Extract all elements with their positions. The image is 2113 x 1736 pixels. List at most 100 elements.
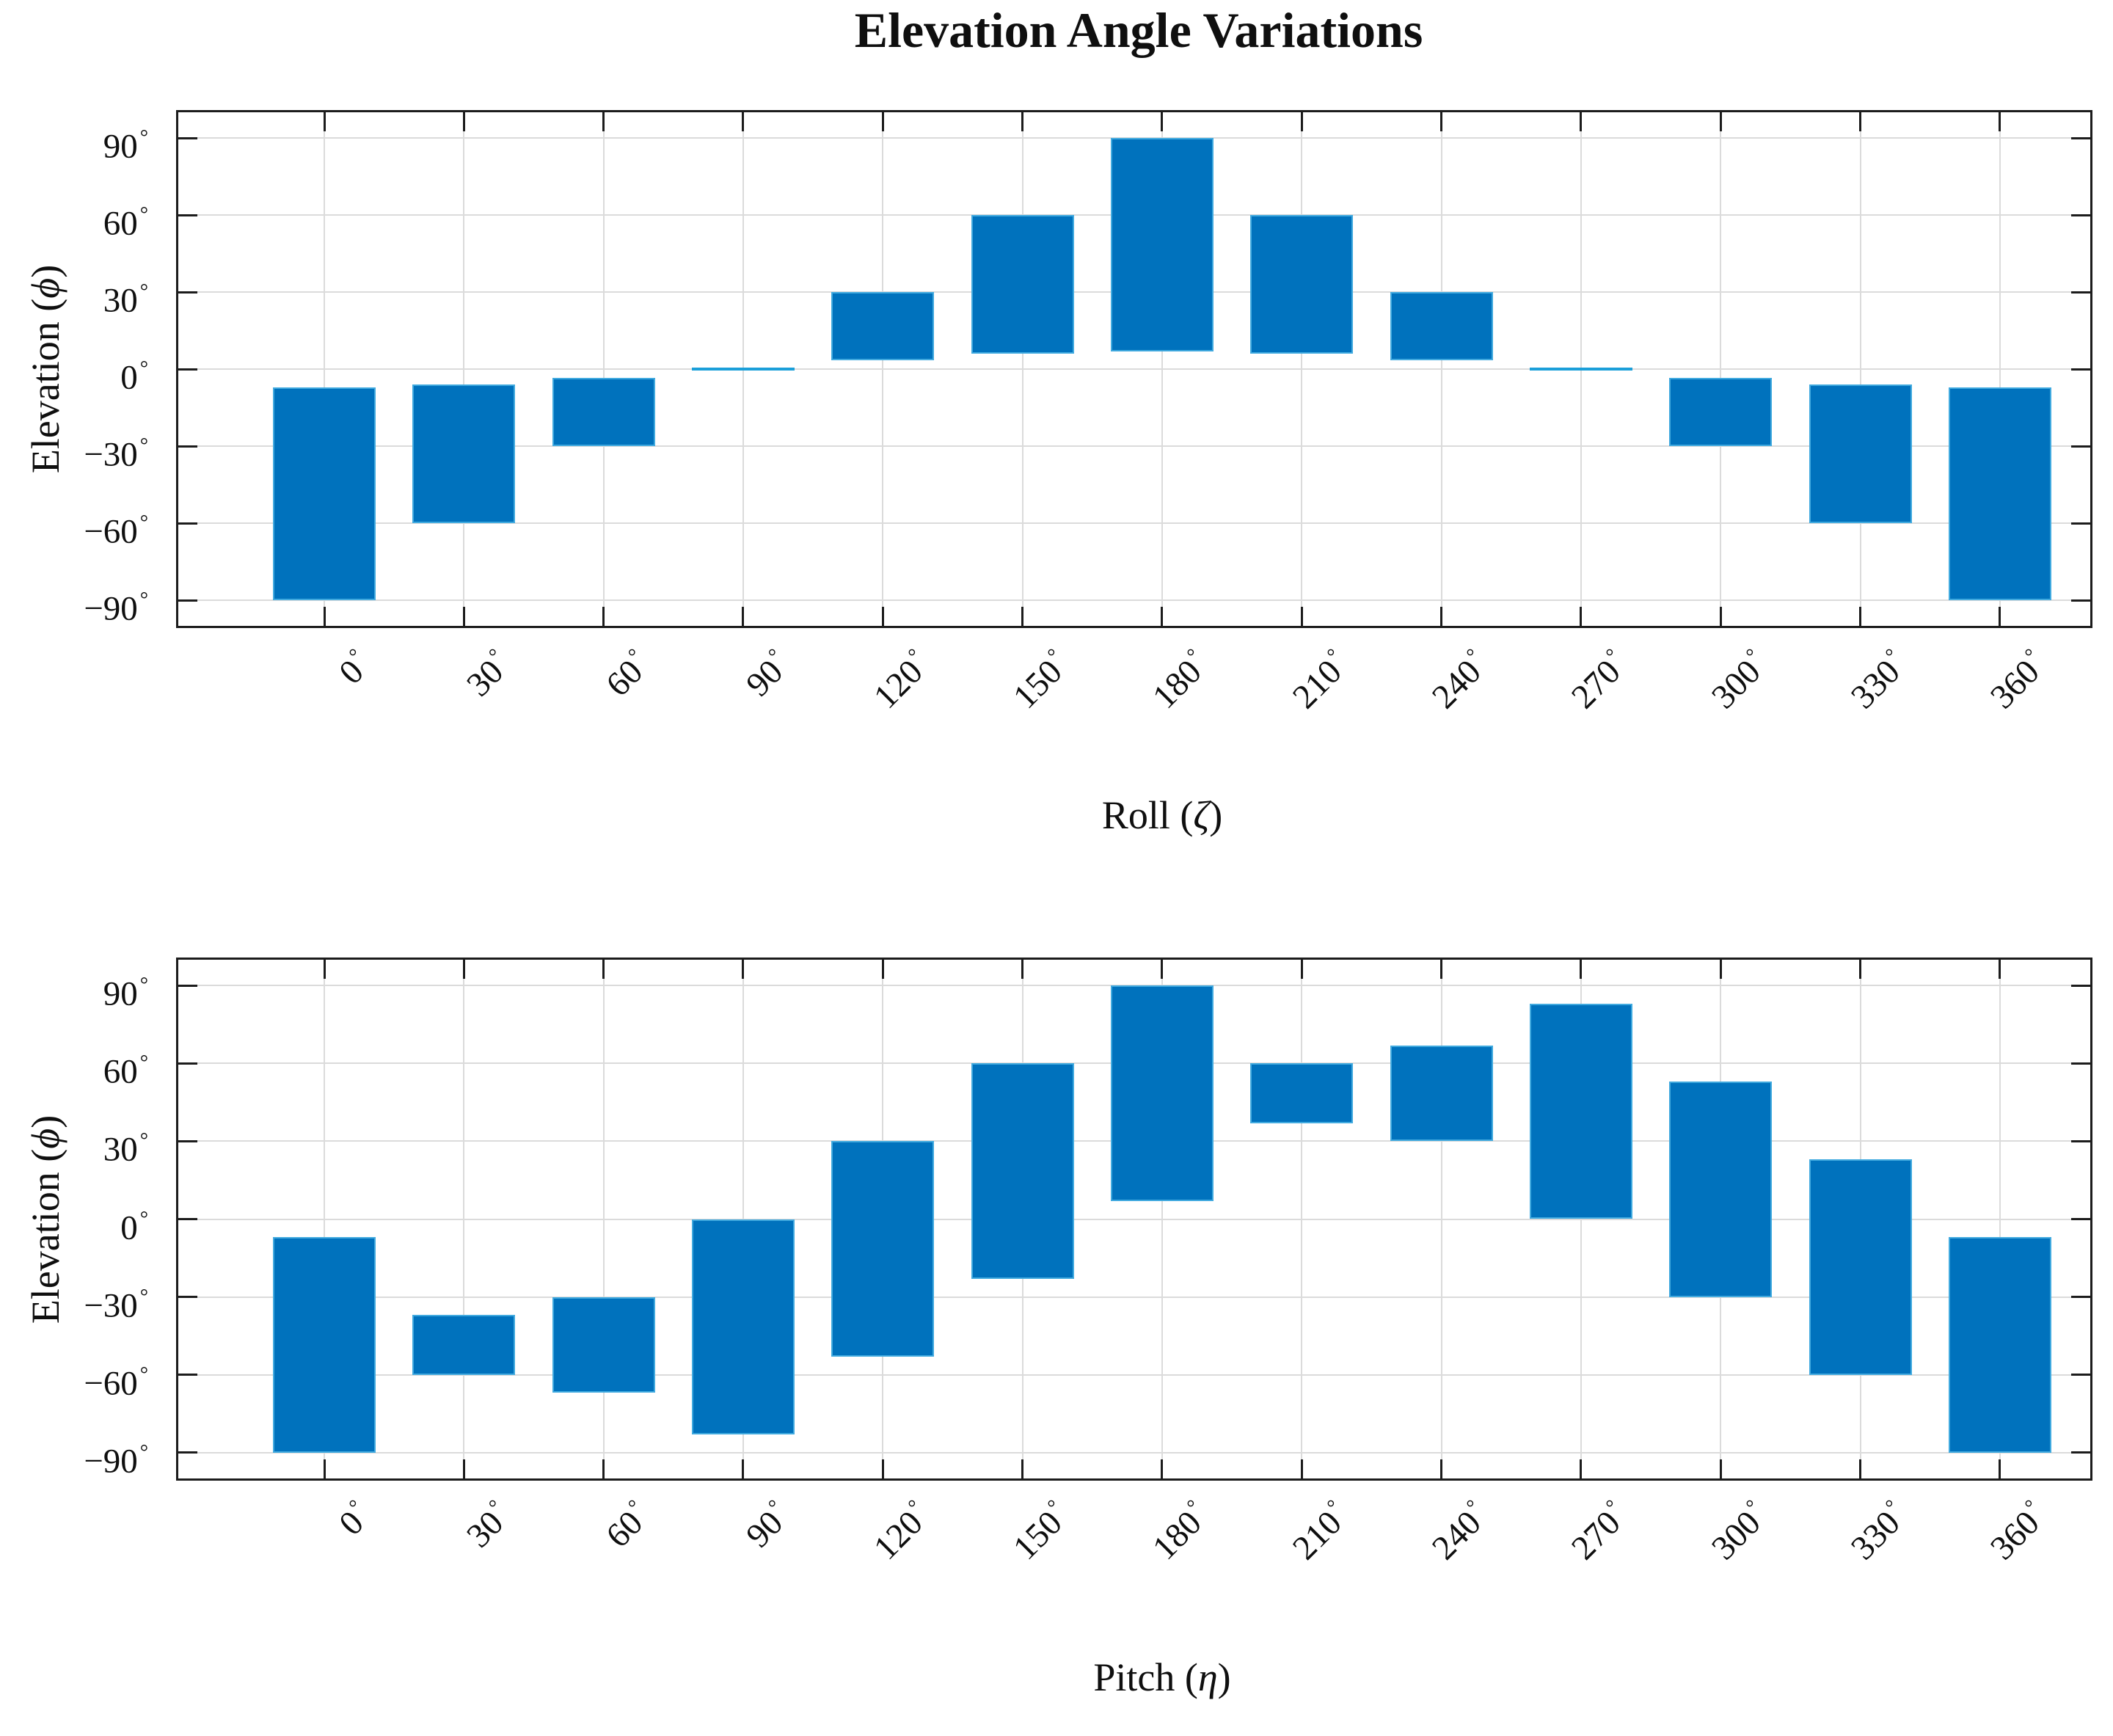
tick-x-bottom-pitch-180 xyxy=(1161,1459,1164,1478)
xtick-label-roll-180: 180° xyxy=(1145,644,1209,717)
tick-y-left-roll--30 xyxy=(178,445,197,448)
tick-x-bottom-pitch-120 xyxy=(881,1459,884,1478)
xtick-label-pitch-0: 0° xyxy=(332,1495,371,1543)
bar-roll-30deg xyxy=(412,384,516,523)
tick-x-bottom-roll-0 xyxy=(323,607,326,626)
degree-symbol: ° xyxy=(139,1207,148,1230)
gridline-v-roll-120 xyxy=(882,112,884,626)
degree-symbol: ° xyxy=(139,588,148,611)
tick-x-top-pitch-210 xyxy=(1300,960,1303,979)
tick-x-bottom-pitch-210 xyxy=(1300,1459,1303,1478)
degree-symbol: ° xyxy=(139,203,148,226)
tick-x-bottom-roll-120 xyxy=(881,607,884,626)
bar-roll-330deg xyxy=(1809,384,1912,523)
tick-x-bottom-pitch-60 xyxy=(602,1459,605,1478)
bar-pitch-150deg xyxy=(971,1063,1074,1279)
bar-roll-240deg xyxy=(1390,292,1493,360)
tick-x-bottom-roll-210 xyxy=(1300,607,1303,626)
bar-pitch-120deg xyxy=(831,1141,935,1357)
tick-y-right-roll-0 xyxy=(2071,368,2090,371)
gridline-h-roll-0 xyxy=(178,368,2090,370)
x-axis-label-pitch: Pitch (η) xyxy=(1093,1655,1231,1699)
tick-y-left-roll-60 xyxy=(178,214,197,216)
gridline-v-roll-360 xyxy=(1999,112,2001,626)
ytick-label-roll-90: 90 ° xyxy=(103,126,148,166)
bar-pitch-270deg xyxy=(1529,1004,1632,1219)
tick-x-bottom-roll-30 xyxy=(462,607,465,626)
gridline-v-roll-60 xyxy=(602,112,605,626)
tick-y-right-roll--90 xyxy=(2071,599,2090,602)
chart-title: Elevation Angle Variations xyxy=(854,2,1423,58)
tick-y-left-pitch--90 xyxy=(178,1451,197,1454)
gridline-h-pitch--60 xyxy=(178,1374,2090,1376)
tick-y-right-roll-90 xyxy=(2071,136,2090,139)
tick-x-bottom-roll-330 xyxy=(1859,607,1862,626)
y-axis-label-pitch: Elevation (ϕ) xyxy=(23,1115,67,1324)
tick-y-right-pitch--30 xyxy=(2071,1296,2090,1299)
tick-y-right-roll-60 xyxy=(2071,214,2090,216)
bar-pitch-0deg xyxy=(273,1237,376,1453)
xtick-label-pitch-330: 330° xyxy=(1844,1495,1908,1568)
gridline-h-pitch--30 xyxy=(178,1296,2090,1298)
tick-x-bottom-roll-270 xyxy=(1580,607,1583,626)
xtick-label-roll-300: 300° xyxy=(1704,644,1768,717)
degree-symbol: ° xyxy=(139,1285,148,1308)
tick-y-left-roll-30 xyxy=(178,291,197,293)
degree-symbol: ° xyxy=(139,434,148,457)
bar-roll-60deg xyxy=(552,378,655,446)
tick-y-right-pitch-60 xyxy=(2071,1062,2090,1065)
xtick-label-roll-360: 360° xyxy=(1983,644,2047,717)
xtick-label-pitch-210: 210° xyxy=(1285,1495,1349,1568)
tick-y-left-pitch-60 xyxy=(178,1062,197,1065)
tick-y-right-pitch-0 xyxy=(2071,1218,2090,1220)
bar-roll-300deg xyxy=(1669,378,1773,446)
gridline-v-roll-30 xyxy=(463,112,465,626)
tick-y-left-pitch-90 xyxy=(178,984,197,987)
tick-x-top-pitch-60 xyxy=(602,960,605,979)
ytick-label-roll--90: −90 ° xyxy=(84,588,148,628)
bar-roll-0deg xyxy=(273,387,376,600)
tick-x-bottom-roll-360 xyxy=(1999,607,2001,626)
ytick-label-pitch--90: −90 ° xyxy=(84,1440,148,1480)
tick-x-top-roll-330 xyxy=(1859,112,1862,131)
tick-x-top-pitch-120 xyxy=(881,960,884,979)
tick-x-bottom-pitch-360 xyxy=(1999,1459,2001,1478)
xtick-label-pitch-180: 180° xyxy=(1145,1495,1209,1568)
tick-x-top-pitch-90 xyxy=(742,960,745,979)
xtick-label-pitch-60: 60° xyxy=(599,1495,651,1556)
bar-pitch-60deg xyxy=(552,1296,655,1393)
tick-x-top-roll-300 xyxy=(1719,112,1722,131)
tick-x-top-pitch-300 xyxy=(1719,960,1722,979)
xtick-label-pitch-90: 90° xyxy=(738,1495,790,1556)
tick-y-left-pitch--30 xyxy=(178,1296,197,1299)
xtick-label-pitch-240: 240° xyxy=(1425,1495,1489,1568)
gridline-v-pitch-0 xyxy=(324,960,325,1478)
gridline-v-pitch-30 xyxy=(463,960,465,1478)
tick-x-top-roll-240 xyxy=(1440,112,1443,131)
tick-y-right-pitch-30 xyxy=(2071,1139,2090,1142)
tick-x-bottom-pitch-270 xyxy=(1580,1459,1583,1478)
ytick-label-pitch--30: −30 ° xyxy=(84,1285,148,1324)
gridline-h-roll--90 xyxy=(178,599,2090,601)
plot-box-pitch xyxy=(176,958,2092,1481)
gridline-v-pitch-60 xyxy=(602,960,605,1478)
gridline-v-roll-180 xyxy=(1161,112,1163,626)
gridline-h-pitch-0 xyxy=(178,1218,2090,1220)
tick-y-left-roll-0 xyxy=(178,368,197,371)
tick-x-top-roll-180 xyxy=(1161,112,1164,131)
plot-box-roll xyxy=(176,110,2092,628)
gridline-v-roll-0 xyxy=(324,112,325,626)
xtick-label-roll-240: 240° xyxy=(1425,644,1489,717)
xtick-label-roll-270: 270° xyxy=(1564,644,1628,717)
tick-x-bottom-pitch-300 xyxy=(1719,1459,1722,1478)
tick-x-bottom-roll-180 xyxy=(1161,607,1164,626)
tick-x-top-roll-30 xyxy=(462,112,465,131)
ytick-label-pitch--60: −60 ° xyxy=(84,1363,148,1402)
bar-roll-150deg xyxy=(971,215,1074,354)
tick-x-top-pitch-270 xyxy=(1580,960,1583,979)
xtick-label-roll-120: 120° xyxy=(866,644,930,717)
degree-symbol: ° xyxy=(139,1440,148,1464)
tick-x-top-roll-60 xyxy=(602,112,605,131)
gridline-v-roll-240 xyxy=(1440,112,1442,626)
xtick-label-roll-210: 210° xyxy=(1285,644,1349,717)
